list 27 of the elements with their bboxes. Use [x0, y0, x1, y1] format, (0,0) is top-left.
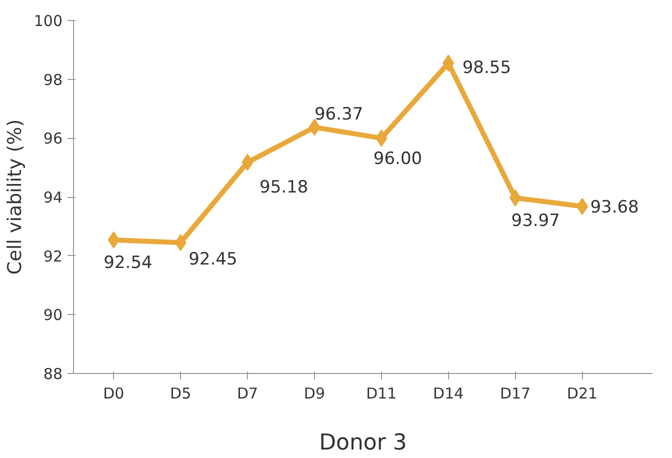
- y-axis-title: Cell viability (%): [4, 119, 26, 275]
- data-label: 93.97: [511, 210, 560, 231]
- data-label: 95.18: [260, 177, 308, 198]
- x-tick-label: D5: [170, 384, 192, 402]
- x-tick-label: D14: [433, 384, 464, 402]
- data-label: 96.37: [314, 104, 364, 124]
- data-label: 98.55: [462, 58, 512, 78]
- x-tick-label: D21: [566, 384, 598, 402]
- y-tick-label: 94: [43, 188, 63, 206]
- x-tick-label: D11: [366, 384, 397, 402]
- y-tick-label: 88: [43, 365, 63, 383]
- data-label: 93.68: [590, 197, 639, 218]
- point: [509, 189, 522, 206]
- y-tick-label: 90: [43, 306, 63, 324]
- x-tick-label: D7: [236, 384, 258, 402]
- x-tick-label: D17: [500, 384, 531, 402]
- y-tick-label: 92: [43, 247, 63, 266]
- data-label: 96.00: [373, 149, 422, 170]
- x-axis-title: Donor 3: [319, 430, 407, 456]
- y-tick-label: 100: [34, 12, 63, 30]
- data-label: 92.45: [188, 250, 238, 270]
- point: [576, 198, 588, 215]
- x-tick-label: D9: [304, 384, 326, 402]
- x-tick-label: D0: [103, 384, 124, 402]
- y-tick-label: 98: [43, 70, 63, 89]
- y-tick-label: 96: [43, 130, 63, 148]
- data-label: 92.54: [104, 252, 152, 273]
